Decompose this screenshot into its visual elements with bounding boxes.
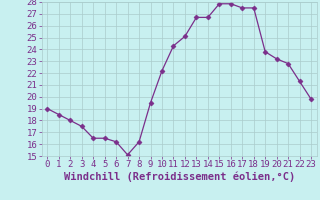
X-axis label: Windchill (Refroidissement éolien,°C): Windchill (Refroidissement éolien,°C) [64, 172, 295, 182]
